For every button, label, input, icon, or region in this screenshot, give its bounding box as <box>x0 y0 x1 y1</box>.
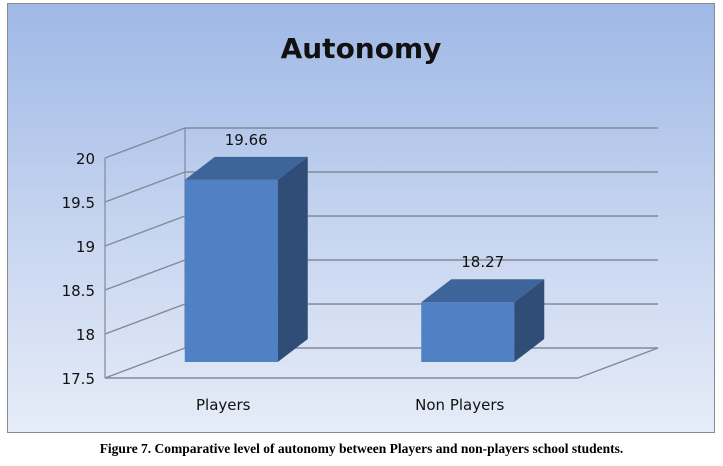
chart-frame: Autonomy 17.5 18 18.5 19 19.5 20 19.66 Players 1… <box>7 3 715 433</box>
gridline-depth <box>104 347 186 379</box>
floor-depth-edge <box>577 347 659 379</box>
bar <box>421 302 515 362</box>
chart-plot: 17.5 18 18.5 19 19.5 20 19.66 Players 18.27 Non P… <box>62 127 659 414</box>
gridline-depth <box>104 127 186 159</box>
y-tick-label: 17.5 <box>62 370 95 388</box>
y-tick-label: 18 <box>76 326 95 344</box>
y-tick-label: 20 <box>76 150 95 168</box>
gridline-depth <box>104 171 186 203</box>
bar-top <box>421 279 545 303</box>
x-tick-label: Players <box>196 396 251 414</box>
bar-side <box>277 156 308 362</box>
x-tick-label: Non Players <box>415 396 504 414</box>
gridline-depth <box>104 215 186 247</box>
figure-caption: Figure 7. Comparative level of autonomy … <box>99 441 624 456</box>
bar <box>184 179 278 362</box>
y-tick-label: 19.5 <box>62 194 95 212</box>
bar-top <box>184 156 308 180</box>
gridline-depth <box>104 259 186 291</box>
y-tick-label: 19 <box>76 238 95 256</box>
data-label: 19.66 <box>225 131 268 149</box>
bar-side <box>514 279 545 362</box>
chart-title: Autonomy <box>280 32 442 65</box>
data-label: 18.27 <box>461 253 504 271</box>
gridline-depth <box>104 303 186 335</box>
y-tick-label: 18.5 <box>62 282 95 300</box>
